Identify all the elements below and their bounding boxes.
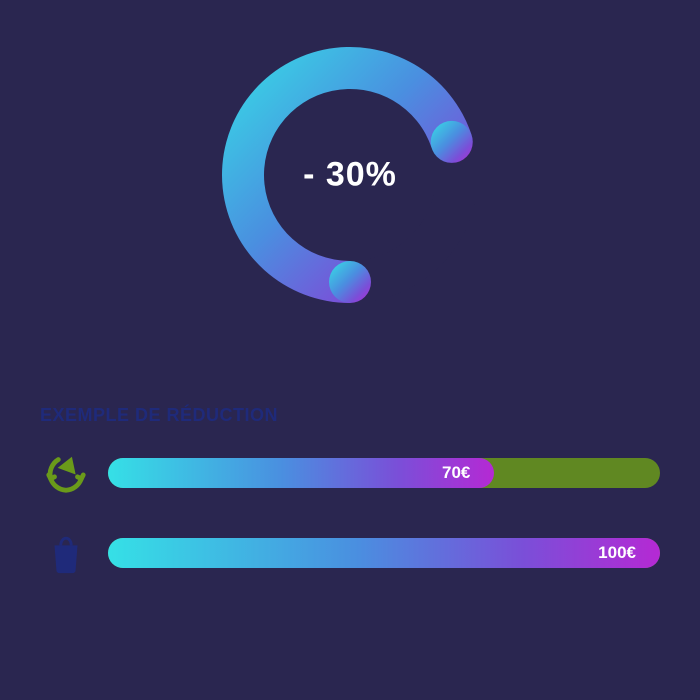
bar-value-label: 100€ [598, 543, 660, 563]
section-title: EXEMPLE DE RÉDUCTION [40, 405, 278, 426]
donut-center-label: - 30% [303, 156, 397, 195]
bag-icon [40, 527, 92, 579]
donut-chart: - 30% [210, 35, 490, 315]
recycle-icon [40, 447, 92, 499]
bar-fill [108, 538, 660, 568]
bar-track: 70€ [108, 458, 660, 488]
bar-fill [108, 458, 494, 488]
bar-row: 70€ [40, 450, 660, 496]
bar-track: 100€ [108, 538, 660, 568]
bar-value-label: 70€ [442, 463, 494, 483]
bar-row: 100€ [40, 530, 660, 576]
